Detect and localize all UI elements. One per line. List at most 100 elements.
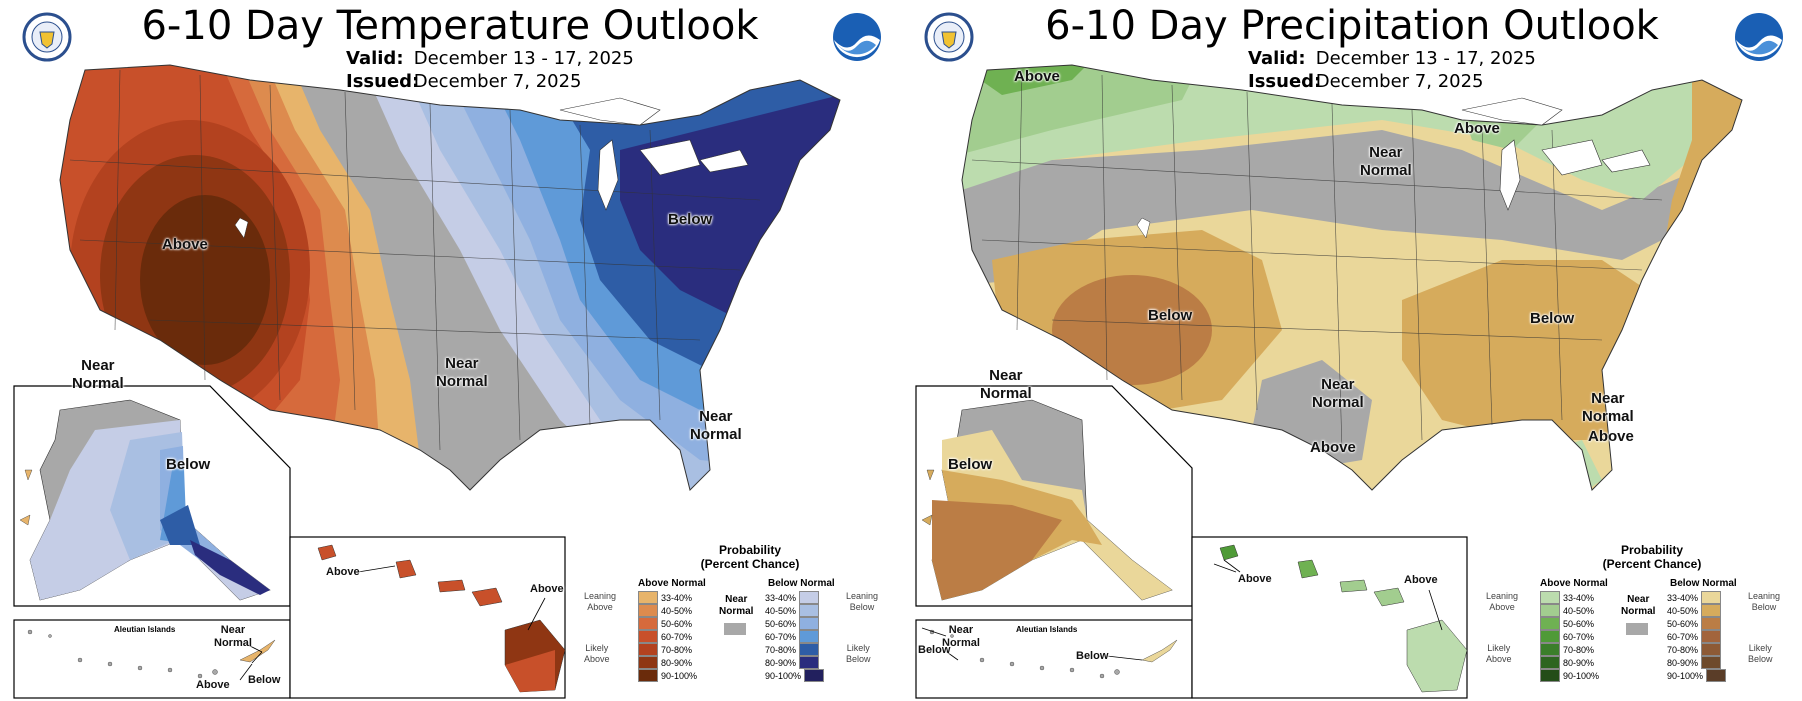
legend-swatch (1540, 630, 1560, 643)
legend-above-scale: 33-40% 40-50% 50-60% 60-70% 70-80% 80-90% 90-1… (638, 591, 700, 682)
commerce-seal-icon (22, 12, 72, 62)
legend-leaning-below: Leaning Below (846, 591, 879, 612)
legend-range-label: 33-40% (1667, 592, 1699, 603)
legend-swatch (804, 669, 825, 682)
legend-range-label: 70-80% (765, 644, 797, 655)
label-west-above: Above (162, 236, 208, 253)
label-alaska-below: Below (166, 456, 211, 473)
noaa-logo-icon (833, 13, 881, 61)
issued-date: Issued: December 7, 2025 (346, 71, 582, 93)
legend-below-heading: Below Normal (768, 578, 835, 589)
legend-row: 40-50% (762, 604, 824, 617)
legend-range-label: 80-90% (1563, 657, 1595, 668)
legend-range-label: 90-100% (1563, 670, 1600, 681)
legend-swatch (1540, 669, 1560, 682)
label-aleutian-below-west: Below (918, 644, 951, 656)
probability-legend: Probability (Percent Chance) Above Norma… (584, 543, 900, 701)
legend-row: 90-100% (1664, 669, 1727, 682)
legend-leaning-above: Leaning Above (584, 591, 617, 612)
legend-row: 33-40% (1540, 591, 1602, 604)
legend-row: 80-90% (638, 656, 700, 669)
legend-row: 80-90% (762, 656, 824, 669)
legend-above-scale: 33-40% 40-50% 50-60% 60-70% 70-80% 80-90% 90-1… (1540, 591, 1602, 682)
issued-date: Issued: December 7, 2025 (1248, 71, 1484, 93)
legend-leaning-above: Leaning Above (1486, 591, 1519, 612)
legend-range-label: 70-80% (661, 644, 693, 655)
issued-value: December 7, 2025 (413, 71, 582, 92)
legend-likely-above: Likely Above (584, 643, 610, 664)
label-hawaii-above-west: Above (1238, 573, 1272, 585)
legend-range-label: 90-100% (1667, 670, 1704, 681)
legend-below-scale: 33-40% 40-50% 50-60% 60-70% 70-80% 80-90% 90-1… (1664, 591, 1727, 682)
legend-swatch (1540, 604, 1560, 617)
legend-row: 70-80% (1664, 643, 1726, 656)
valid-value: December 13 - 17, 2025 (1315, 48, 1536, 69)
label-central-near-normal: Near Normal (1360, 144, 1412, 179)
label-aleutian-below: Below (248, 674, 281, 686)
legend-range-label: 60-70% (661, 631, 693, 642)
legend-row: 70-80% (1540, 643, 1602, 656)
legend-swatch (638, 617, 658, 630)
map-title: 6-10 Day Precipitation Outlook (1045, 3, 1659, 49)
commerce-seal-icon (924, 12, 974, 62)
label-hawaii-above-east: Above (1404, 574, 1438, 586)
legend-range-label: 70-80% (1667, 644, 1699, 655)
legend-range-label: 60-70% (765, 631, 797, 642)
label-alaska-near-normal: Near Normal (72, 357, 124, 392)
issued-label: Issued: (1248, 71, 1322, 92)
legend-row: 33-40% (638, 591, 700, 604)
legend-swatch (799, 656, 820, 669)
label-florida-above: Above (1588, 428, 1634, 445)
label-hawaii-above-west: Above (326, 566, 360, 578)
legend-range-label: 50-60% (1667, 618, 1699, 629)
legend-row: 60-70% (638, 630, 700, 643)
legend-range-label: 50-60% (765, 618, 797, 629)
valid-label: Valid: (346, 48, 404, 69)
precipitation-map (915, 64, 1743, 699)
legend-row: 60-70% (1540, 630, 1602, 643)
legend-near-normal-label: Near Normal (719, 594, 754, 617)
map-title: 6-10 Day Temperature Outlook (141, 3, 759, 49)
legend-swatch (638, 630, 658, 643)
label-alaska-near-normal: Near Normal (980, 367, 1032, 402)
legend-range-label: 50-60% (1563, 618, 1595, 629)
legend-swatch (1540, 643, 1560, 656)
legend-row: 70-80% (762, 643, 824, 656)
label-south-near-normal: Near Normal (436, 355, 488, 390)
legend-range-label: 40-50% (765, 605, 797, 616)
label-aleutian-below-east: Below (1076, 650, 1109, 662)
legend-below-heading: Below Normal (1670, 578, 1737, 589)
legend-swatch (1701, 604, 1722, 617)
legend-range-label: 33-40% (661, 592, 693, 603)
precipitation-outlook-panel: 6-10 Day Precipitation Outlook Valid: De… (902, 0, 1802, 701)
legend-likely-above: Likely Above (1486, 643, 1512, 664)
issued-value: December 7, 2025 (1315, 71, 1484, 92)
legend-row: 33-40% (1664, 591, 1726, 604)
legend-range-label: 50-60% (661, 618, 693, 629)
legend-swatch (1706, 669, 1727, 682)
legend-row: 40-50% (1664, 604, 1726, 617)
label-florida-near-normal: Near Normal (690, 408, 742, 443)
legend-row: 60-70% (1664, 630, 1726, 643)
aleutian-islands-label: Aleutian Islands (114, 625, 176, 634)
legend-above-heading: Above Normal (1540, 578, 1608, 589)
legend-row: 80-90% (1540, 656, 1602, 669)
legend-range-label: 70-80% (1563, 644, 1595, 655)
label-northwest-above: Above (1014, 68, 1060, 85)
legend-row: 80-90% (1664, 656, 1726, 669)
legend-row: 90-100% (638, 669, 700, 682)
aleutian-islands-label: Aleutian Islands (1016, 625, 1078, 634)
label-hawaii-above-east: Above (530, 583, 564, 595)
legend-row: 60-70% (762, 630, 824, 643)
legend-row: 33-40% (762, 591, 824, 604)
valid-value: December 13 - 17, 2025 (413, 48, 634, 69)
legend-range-label: 40-50% (1563, 605, 1595, 616)
legend-swatch (799, 617, 820, 630)
legend-swatch (1540, 591, 1560, 604)
label-great-lakes-above: Above (1454, 120, 1500, 137)
legend-range-label: 60-70% (1667, 631, 1699, 642)
legend-swatch (799, 604, 820, 617)
legend-row: 50-60% (638, 617, 700, 630)
legend-row: 40-50% (1540, 604, 1602, 617)
legend-above-heading: Above Normal (638, 578, 706, 589)
